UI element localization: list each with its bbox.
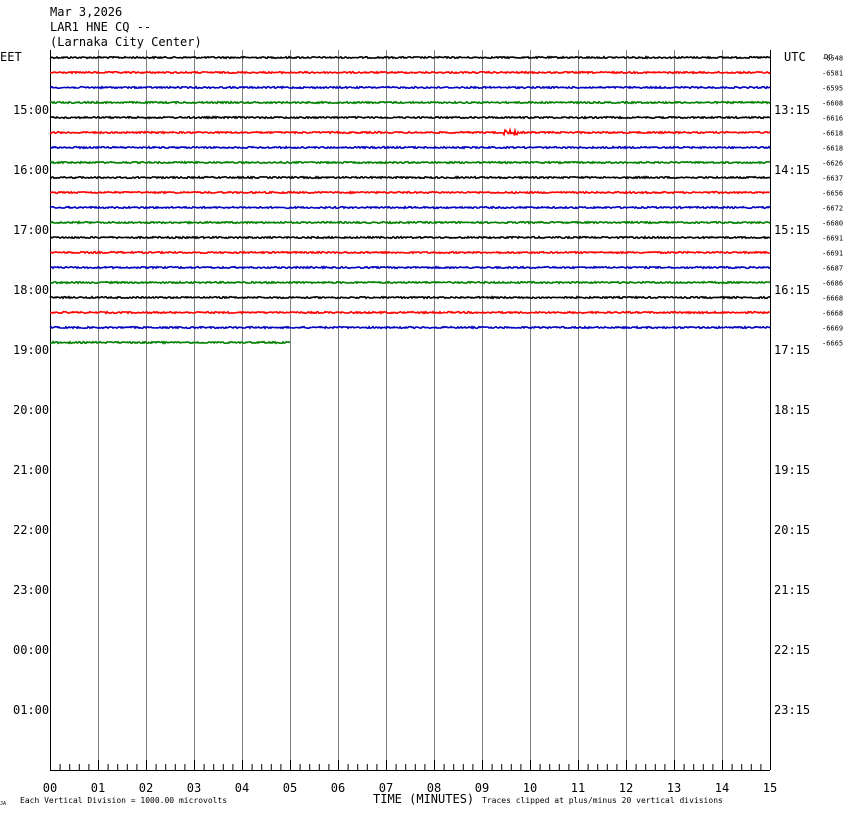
right-hour-label: 22:15: [774, 643, 810, 657]
trace-17: [49, 295, 771, 300]
trace-1: [49, 55, 771, 60]
trace-5: [49, 115, 770, 120]
dc-offset-label: -6548: [822, 55, 843, 63]
x-tick-label: 06: [331, 781, 345, 795]
trace-8: [49, 160, 771, 165]
dc-offset-label: -6618: [822, 145, 843, 153]
left-hour-label: 18:00: [13, 283, 49, 297]
right-axis-label: UTC: [784, 50, 806, 64]
left-hour-label: 21:00: [13, 463, 49, 477]
trace-19: [49, 325, 771, 330]
clip-note: Traces clipped at plus/minus 20 vertical…: [482, 796, 723, 805]
right-hour-label: 20:15: [774, 523, 810, 537]
trace-12: [49, 220, 771, 225]
trace-10: [49, 190, 771, 195]
trace-14: [49, 250, 771, 255]
header-station: LAR1 HNE CQ --: [50, 20, 151, 34]
left-hour-label: 00:00: [13, 643, 49, 657]
x-tick-label: 08: [427, 781, 441, 795]
left-hour-label: 17:00: [13, 223, 49, 237]
dc-offset-label: -6691: [822, 250, 843, 258]
x-tick-label: 14: [715, 781, 729, 795]
x-tick-label: 13: [667, 781, 681, 795]
dc-offset-label: -6618: [822, 130, 843, 138]
header-location: (Larnaka City Center): [50, 35, 202, 49]
x-tick-label: 04: [235, 781, 249, 795]
x-axis-ticks: 00 01 02 03 04 05 06 07 08 09 10 11 12 13 14 15: [43, 760, 777, 795]
x-tick-label: 00: [43, 781, 57, 795]
right-hour-label: 18:15: [774, 403, 810, 417]
dc-offset-labels: -6548 -6581 -6595 -6608 -6616 -6618 -6618 -6626…: [822, 55, 843, 348]
x-axis-label: TIME (MINUTES): [373, 792, 474, 806]
right-hour-label: 14:15: [774, 163, 810, 177]
trace-2: [50, 70, 771, 75]
left-hour-labels: 15:00 16:00 17:00 18:00 19:00 20:00 21:00 22:00…: [13, 103, 49, 717]
x-tick-label: 10: [523, 781, 537, 795]
trace-15: [49, 265, 771, 270]
right-hour-label: 17:15: [774, 343, 810, 357]
dc-offset-label: -6665: [822, 340, 843, 348]
dc-offset-label: -6656: [822, 190, 843, 198]
dc-offset-label: -6687: [822, 265, 843, 273]
minute-grid: [50, 50, 771, 771]
dc-offset-label: -6668: [822, 310, 843, 318]
trace-13: [49, 235, 771, 240]
left-hour-label: 15:00: [13, 103, 49, 117]
x-tick-label: 11: [571, 781, 585, 795]
dc-label: DC: [824, 53, 832, 61]
dc-offset-label: -6672: [822, 205, 843, 213]
trace-11: [49, 205, 771, 210]
x-tick-label: 01: [91, 781, 105, 795]
trace-9: [49, 175, 771, 180]
scale-note: Each Vertical Division = 1000.00 microvo…: [20, 796, 227, 805]
trace-18: [49, 310, 771, 315]
left-hour-label: 23:00: [13, 583, 49, 597]
x-tick-label: 02: [139, 781, 153, 795]
dc-offset-label: -6637: [822, 175, 843, 183]
right-hour-label: 15:15: [774, 223, 810, 237]
left-hour-label: 22:00: [13, 523, 49, 537]
right-hour-label: 23:15: [774, 703, 810, 717]
header-date: Mar 3,2026: [50, 5, 122, 19]
x-tick-label: 03: [187, 781, 201, 795]
dc-offset-label: -6608: [822, 100, 843, 108]
trace-group: [49, 55, 771, 345]
right-hour-label: 19:15: [774, 463, 810, 477]
trace-16: [50, 280, 771, 285]
x-tick-label: 12: [619, 781, 633, 795]
dc-offset-label: -6668: [822, 295, 843, 303]
right-hour-label: 21:15: [774, 583, 810, 597]
x-tick-label: 09: [475, 781, 489, 795]
dc-offset-label: -6581: [822, 70, 843, 78]
right-hour-labels: 13:15 14:15 15:15 16:15 17:15 18:15 19:15 20:15…: [774, 103, 810, 717]
dc-offset-label: -6691: [822, 235, 843, 243]
trace-6: [49, 127, 771, 137]
right-hour-label: 16:15: [774, 283, 810, 297]
left-hour-label: 16:00: [13, 163, 49, 177]
left-hour-label: 20:00: [13, 403, 49, 417]
trace-3: [49, 85, 771, 90]
dc-offset-label: -6669: [822, 325, 843, 333]
left-hour-label: 01:00: [13, 703, 49, 717]
dc-offset-label: -6686: [822, 280, 843, 288]
left-hour-label: 19:00: [13, 343, 49, 357]
trace-7: [49, 145, 771, 150]
x-tick-label: 15: [763, 781, 777, 795]
left-axis-label: EET: [0, 50, 22, 64]
dc-offset-label: -6616: [822, 115, 843, 123]
trace-4: [49, 100, 771, 105]
dc-offset-label: -6626: [822, 160, 843, 168]
dc-offset-label: -6595: [822, 85, 843, 93]
right-hour-label: 13:15: [774, 103, 810, 117]
corner-mark: JA: [0, 801, 6, 807]
trace-20: [49, 340, 291, 345]
x-tick-label: 05: [283, 781, 297, 795]
x-tick-label: 07: [379, 781, 393, 795]
dc-offset-label: -6680: [822, 220, 843, 228]
